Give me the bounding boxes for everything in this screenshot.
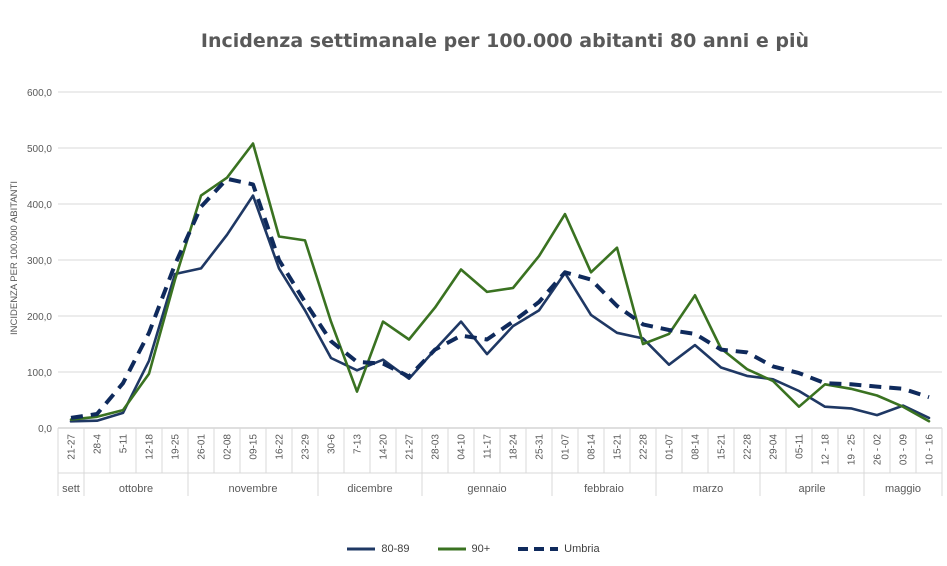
y-tick-label: 500,0 xyxy=(27,144,52,155)
x-tick-label: 04-10 xyxy=(457,434,468,460)
month-label: febbraio xyxy=(584,483,624,495)
x-tick-label: 21-27 xyxy=(67,434,78,460)
legend-swatch-90plus xyxy=(437,547,466,551)
legend-item-90plus: 90+ xyxy=(437,543,491,555)
y-tick-label: 400,0 xyxy=(27,200,52,211)
month-label: gennaio xyxy=(467,483,506,495)
x-tick-label: 14-20 xyxy=(379,434,390,460)
x-tick-label: 23-29 xyxy=(301,434,312,460)
y-tick-label: 200,0 xyxy=(27,312,52,323)
x-tick-label: 26 - 02 xyxy=(873,434,884,466)
y-tick-label: 600,0 xyxy=(27,88,52,99)
x-tick-label: 7-13 xyxy=(353,434,364,454)
legend-item-umbria: Umbria xyxy=(518,543,600,555)
x-tick-label: 08-14 xyxy=(587,434,598,460)
x-axis: 21-27 28-4 5-11 12-18 19-25 26-01 02-08 09-15 16… xyxy=(57,428,943,496)
x-tick-label: 5-11 xyxy=(119,434,130,454)
x-tick-label: 30-6 xyxy=(327,434,338,454)
month-label: sett xyxy=(62,483,80,495)
x-tick-label: 28-03 xyxy=(431,434,442,460)
month-label: marzo xyxy=(693,483,724,495)
gridlines xyxy=(58,91,942,429)
x-tick-label: 18-24 xyxy=(509,434,520,460)
legend-swatch-80-89 xyxy=(347,547,376,551)
x-tick-label: 01-07 xyxy=(561,434,572,460)
series-line-umbria xyxy=(70,176,930,420)
legend-label-umbria: Umbria xyxy=(564,543,600,555)
x-tick-label: 26-01 xyxy=(197,434,208,460)
legend-label-90plus: 90+ xyxy=(471,543,491,555)
x-tick-label: 25-31 xyxy=(535,434,546,460)
x-tick-label: 12 - 18 xyxy=(821,434,832,466)
x-tick-label: 15-21 xyxy=(613,434,624,460)
x-tick-label: 16-22 xyxy=(275,434,286,460)
legend-item-80-89: 80-89 xyxy=(347,543,410,555)
x-tick-label: 22-28 xyxy=(743,434,754,460)
month-label: novembre xyxy=(229,483,278,495)
month-label: maggio xyxy=(885,483,921,495)
x-tick-label: 29-04 xyxy=(769,434,780,460)
x-tick-label: 15-21 xyxy=(717,434,728,460)
x-tick-label: 19-25 xyxy=(171,434,182,460)
month-label: ottobre xyxy=(119,483,153,495)
x-tick-label: 05-11 xyxy=(795,434,806,459)
x-tick-label: 09-15 xyxy=(249,434,260,460)
x-tick-label: 19 - 25 xyxy=(847,434,858,466)
x-tick-label: 22-28 xyxy=(639,434,650,460)
x-tick-label: 03 - 09 xyxy=(899,434,910,466)
x-tick-label: 12-18 xyxy=(145,434,156,460)
legend: 80-89 90+ Umbria xyxy=(0,543,947,555)
series-line-80-89 xyxy=(69,194,931,423)
y-tick-label: 0,0 xyxy=(38,424,52,435)
y-axis-label: INCIDENZA PER 100.000 ABITANTI xyxy=(9,181,20,335)
x-tick-label: 01-07 xyxy=(665,434,676,460)
x-tick-label: 21-27 xyxy=(405,434,416,460)
legend-swatch-umbria xyxy=(518,547,559,551)
y-tick-label: 100,0 xyxy=(27,368,52,379)
x-tick-label: 28-4 xyxy=(93,434,104,454)
month-label: dicembre xyxy=(347,483,392,495)
x-tick-label: 02-08 xyxy=(223,434,234,460)
series-line-90 xyxy=(69,142,931,423)
x-tick-label: 11-17 xyxy=(483,434,494,459)
legend-label-80-89: 80-89 xyxy=(381,543,410,555)
y-tick-label: 300,0 xyxy=(27,256,52,267)
series-lines xyxy=(69,142,931,423)
chart-title: Incidenza settimanale per 100.000 abitan… xyxy=(200,30,810,52)
x-tick-label: 10 - 16 xyxy=(925,434,936,466)
x-tick-label: 08-14 xyxy=(691,434,702,460)
y-axis: 0,0 100,0 200,0 300,0 400,0 500,0 600,0 xyxy=(27,88,52,435)
month-label: aprile xyxy=(799,483,826,495)
